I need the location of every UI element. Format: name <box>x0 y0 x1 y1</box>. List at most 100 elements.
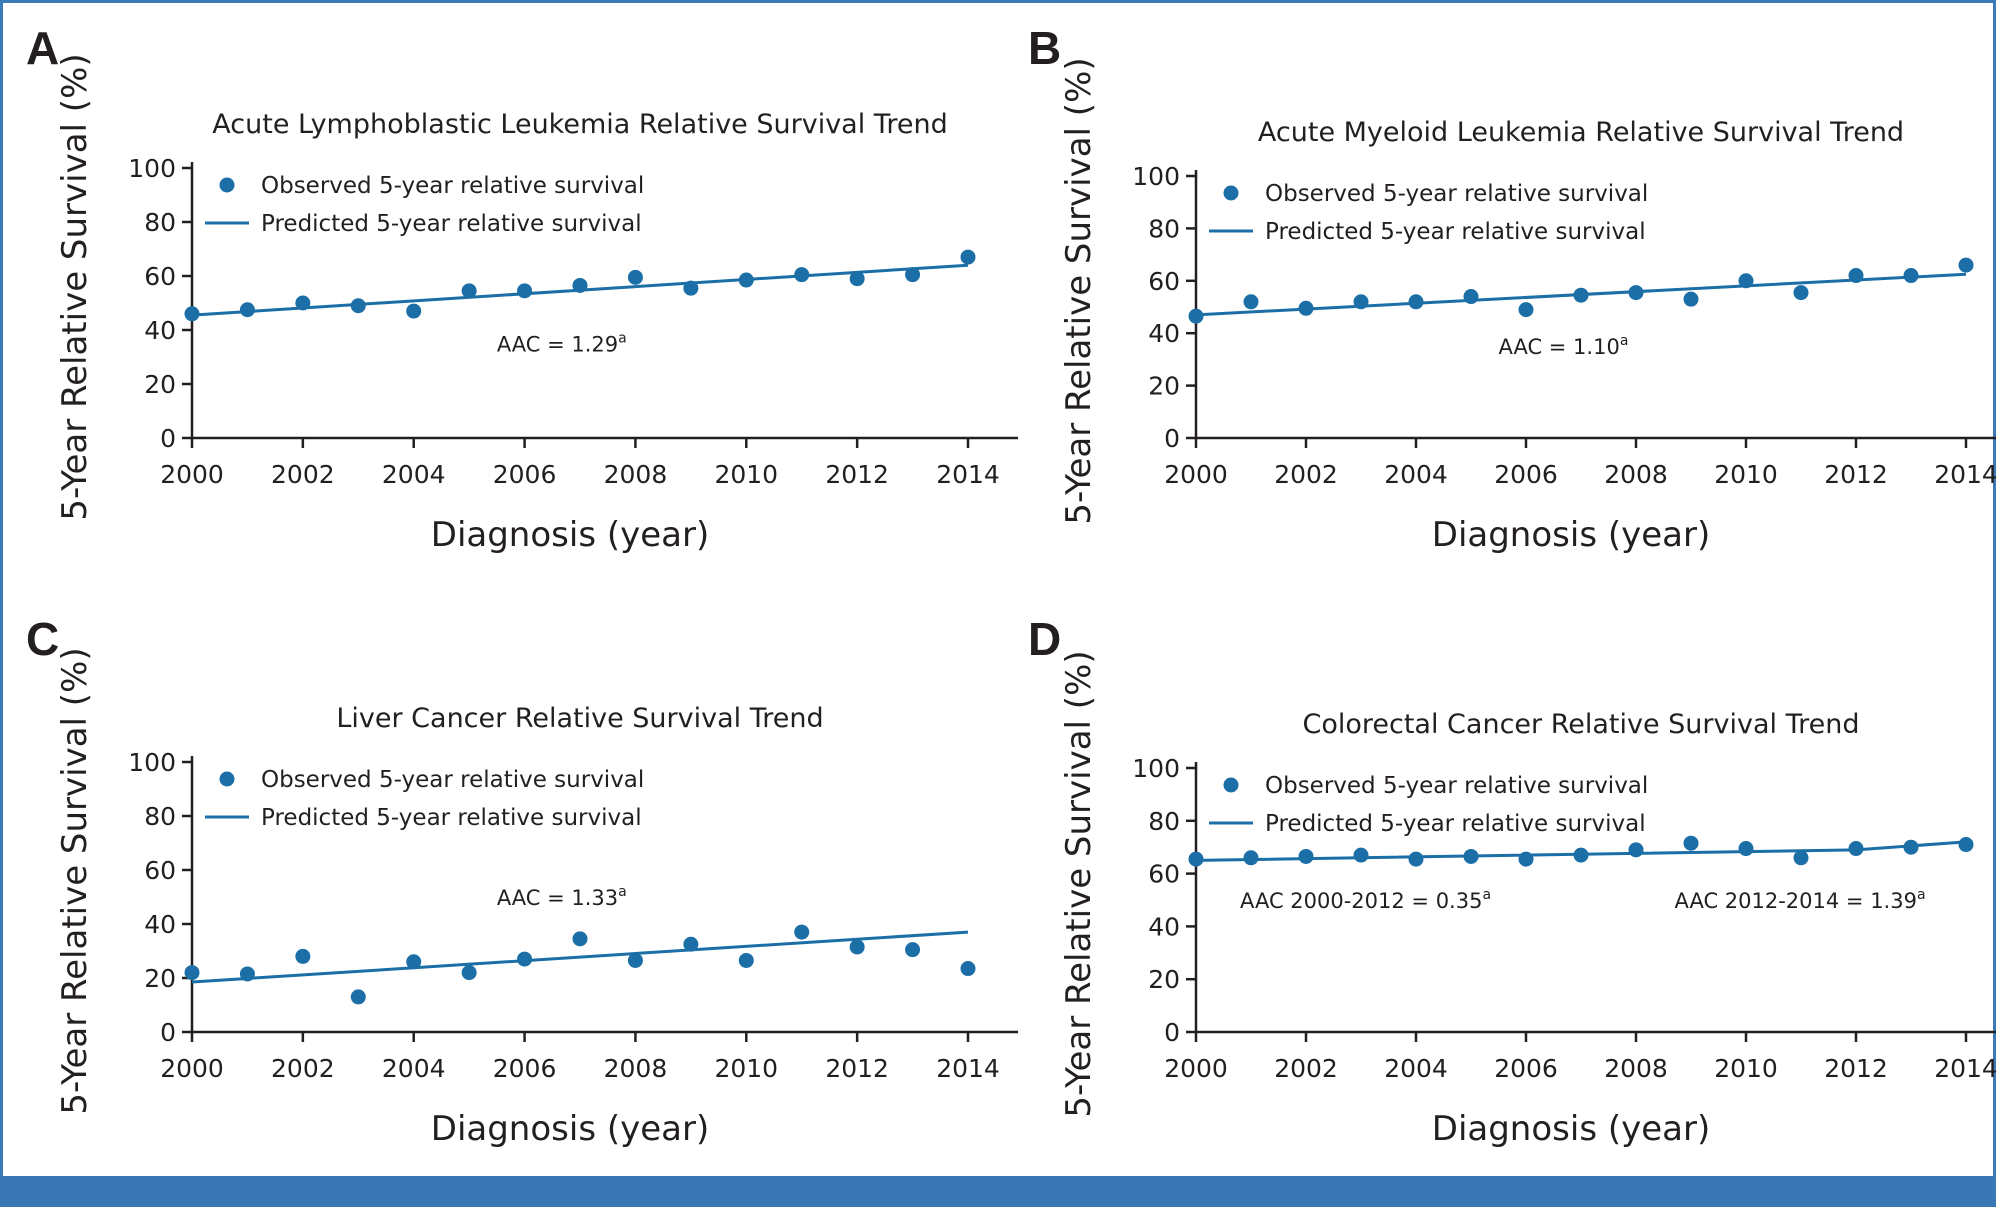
y-tick-label: 100 <box>1132 754 1180 783</box>
y-tick-label: 0 <box>1164 1018 1180 1047</box>
legend-observed-label: Observed 5-year relative survival <box>1265 181 1648 207</box>
y-tick-label: 100 <box>1132 162 1180 191</box>
x-tick-label: 2006 <box>493 1054 557 1083</box>
x-tick-label: 2002 <box>1274 1054 1338 1083</box>
observed-point <box>517 951 533 967</box>
observed-point <box>849 271 865 287</box>
x-tick-label: 2010 <box>714 1054 778 1083</box>
figure-canvas: A Acute Lymphoblastic Leukemia Relative S… <box>26 22 1996 1149</box>
x-tick-label: 2014 <box>936 460 1000 489</box>
observed-point <box>1628 842 1644 858</box>
y-tick-label: 40 <box>144 316 176 345</box>
observed-point <box>461 283 477 299</box>
x-tick-label: 2000 <box>160 1054 224 1083</box>
observed-point <box>1243 294 1259 310</box>
y-tick-label: 20 <box>1148 965 1180 994</box>
x-tick-label: 2006 <box>1494 460 1558 489</box>
legend-predicted-label: Predicted 5-year relative survival <box>261 805 642 831</box>
observed-point <box>350 989 366 1005</box>
y-tick-label: 60 <box>144 262 176 291</box>
bottom-band <box>0 1176 1996 1207</box>
y-tick-label: 40 <box>1148 319 1180 348</box>
observed-point <box>1958 837 1974 853</box>
x-tick-label: 2012 <box>825 1054 889 1083</box>
y-axis-title: 5-Year Relative Survival (%) <box>1059 57 1099 524</box>
observed-point <box>1408 294 1424 310</box>
observed-point <box>184 965 200 981</box>
chart-title: Acute Lymphoblastic Leukemia Relative Su… <box>212 109 947 140</box>
x-tick-label: 2008 <box>604 460 668 489</box>
observed-point <box>1793 285 1809 301</box>
panel-letter: A <box>26 22 59 74</box>
observed-point <box>738 952 754 968</box>
x-tick-label: 2012 <box>1824 460 1888 489</box>
observed-point <box>295 295 311 311</box>
y-tick-label: 20 <box>144 964 176 993</box>
y-tick-label: 80 <box>1148 807 1180 836</box>
chart-title: Liver Cancer Relative Survival Trend <box>336 703 823 734</box>
observed-point <box>1463 848 1479 864</box>
x-tick-label: 2006 <box>493 460 557 489</box>
observed-point <box>849 939 865 955</box>
observed-point <box>683 936 699 952</box>
y-tick-label: 80 <box>144 208 176 237</box>
observed-point <box>1298 848 1314 864</box>
x-axis-title: Diagnosis (year) <box>1432 1109 1710 1149</box>
observed-point <box>239 302 255 318</box>
observed-point <box>1738 841 1754 857</box>
chart-title: Colorectal Cancer Relative Survival Tren… <box>1302 709 1859 740</box>
observed-point <box>1628 285 1644 301</box>
observed-point <box>1793 850 1809 866</box>
y-tick-label: 40 <box>1148 912 1180 941</box>
x-tick-label: 2012 <box>825 460 889 489</box>
x-tick-label: 2006 <box>1494 1054 1558 1083</box>
y-tick-label: 100 <box>128 154 176 183</box>
y-tick-label: 60 <box>144 856 176 885</box>
observed-point <box>1353 294 1369 310</box>
observed-point <box>1848 841 1864 857</box>
y-tick-label: 20 <box>144 370 176 399</box>
observed-point <box>1518 302 1534 318</box>
x-tick-label: 2004 <box>382 460 446 489</box>
observed-point <box>461 965 477 981</box>
x-tick-label: 2014 <box>1934 1054 1996 1083</box>
observed-point <box>960 249 976 265</box>
observed-point <box>1518 851 1534 867</box>
x-tick-label: 2010 <box>714 460 778 489</box>
observed-point <box>1848 268 1864 284</box>
x-tick-label: 2008 <box>1604 1054 1668 1083</box>
chart-panel-d: D Colorectal Cancer Relative Survival Tre… <box>1028 613 1996 1149</box>
observed-point <box>406 303 422 319</box>
observed-point <box>406 954 422 970</box>
legend-predicted-label: Predicted 5-year relative survival <box>261 211 642 237</box>
x-tick-label: 2010 <box>1714 1054 1778 1083</box>
x-tick-label: 2002 <box>271 1054 335 1083</box>
y-tick-label: 60 <box>1148 267 1180 296</box>
y-tick-label: 0 <box>160 1018 176 1047</box>
observed-point <box>184 306 200 322</box>
observed-point <box>572 277 588 293</box>
observed-point <box>960 961 976 977</box>
x-tick-label: 2000 <box>1164 460 1228 489</box>
x-axis-title: Diagnosis (year) <box>1432 515 1710 555</box>
x-tick-label: 2014 <box>1934 460 1996 489</box>
observed-point <box>1188 308 1204 324</box>
legend-observed-marker <box>219 771 235 787</box>
observed-point <box>1298 300 1314 316</box>
chart-panel-c: C Liver Cancer Relative Survival Trend 0 20… <box>26 613 1018 1149</box>
legend-observed-marker <box>219 177 235 193</box>
legend-observed-label: Observed 5-year relative survival <box>261 767 644 793</box>
observed-point <box>1573 847 1589 863</box>
observed-point <box>905 267 921 283</box>
aac-annotation: AAC = 1.33a <box>497 884 627 910</box>
observed-point <box>1683 291 1699 307</box>
y-tick-label: 40 <box>144 910 176 939</box>
observed-point <box>1408 851 1424 867</box>
y-tick-label: 100 <box>128 748 176 777</box>
predicted-trend-line <box>191 930 969 984</box>
observed-point <box>1463 289 1479 305</box>
panel-letter: D <box>1028 613 1061 665</box>
panel-letter: B <box>1028 22 1061 74</box>
x-tick-label: 2002 <box>1274 460 1338 489</box>
legend-predicted-label: Predicted 5-year relative survival <box>1265 811 1646 837</box>
